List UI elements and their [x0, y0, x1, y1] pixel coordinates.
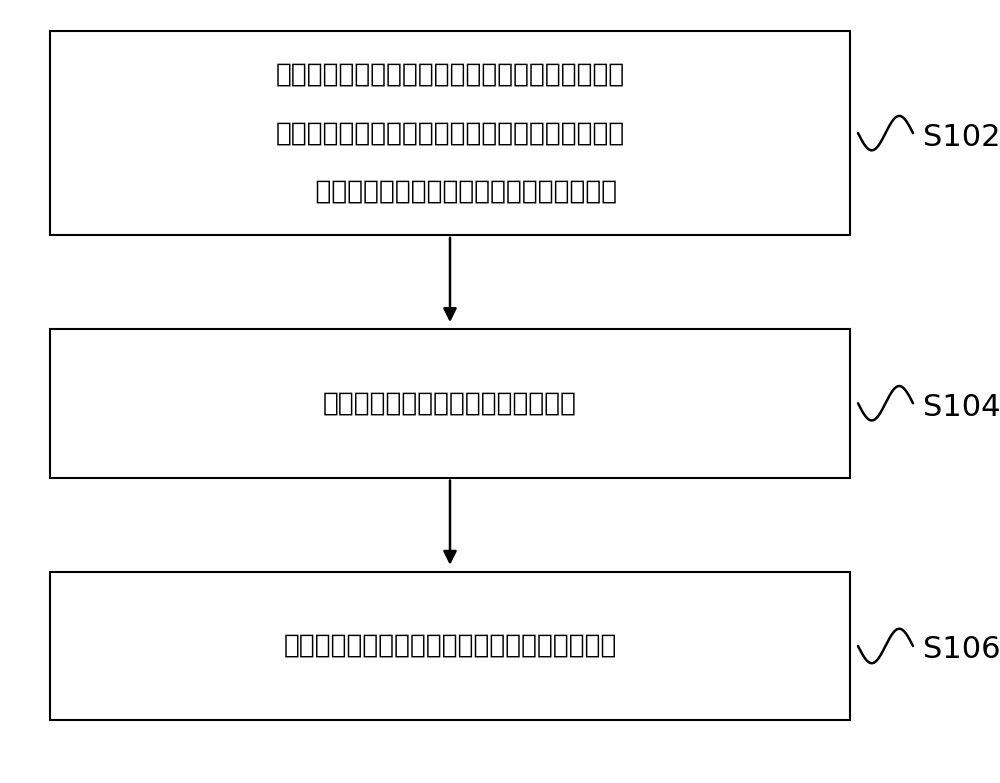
Text: 区域供冷供热系统中传感器采集的环境参数: 区域供冷供热系统中传感器采集的环境参数: [282, 179, 618, 205]
Text: 采集区域供冷供热系统的运行数据，其中，运行数: 采集区域供冷供热系统的运行数据，其中，运行数: [275, 61, 625, 88]
Text: 对运行数据进行分析，得到分析结果: 对运行数据进行分析，得到分析结果: [323, 390, 577, 417]
Text: 基于分析结果，控制区域供冷供热系统中的设备: 基于分析结果，控制区域供冷供热系统中的设备: [283, 633, 617, 659]
Text: S106: S106: [923, 635, 1000, 665]
Text: 据包括：区域供冷供热系统中设备的运行参数，和: 据包括：区域供冷供热系统中设备的运行参数，和: [275, 120, 625, 146]
Bar: [50, 329, 850, 478]
Bar: [50, 572, 850, 720]
Text: S102: S102: [923, 122, 1000, 152]
Text: S104: S104: [923, 392, 1000, 422]
Bar: [50, 31, 850, 235]
